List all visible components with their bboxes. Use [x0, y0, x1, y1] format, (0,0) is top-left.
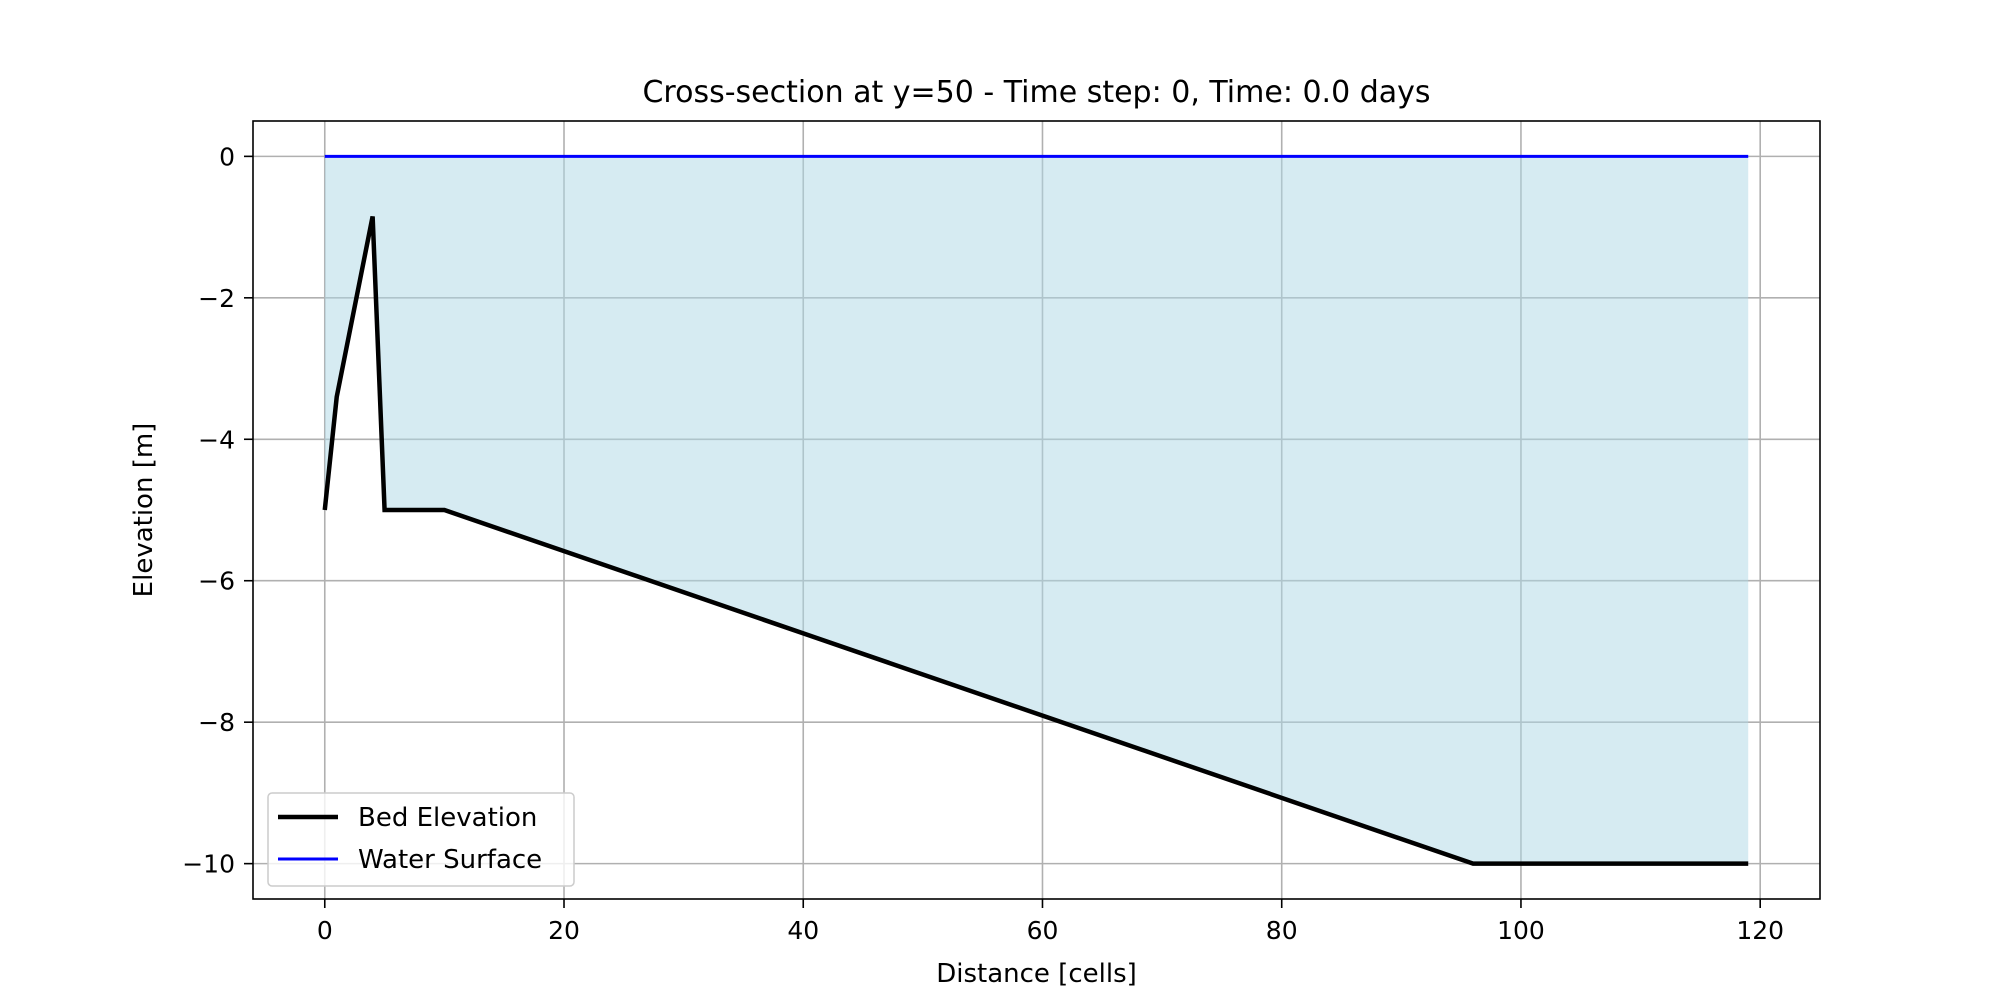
series-layer: [322, 154, 1749, 866]
legend-label-bed-elevation: Bed Elevation: [358, 803, 537, 833]
chart-title: Cross-section at y=50 - Time step: 0, Ti…: [642, 75, 1430, 110]
x-tick-label: 40: [787, 916, 819, 945]
bed-elevation-line: [322, 216, 1749, 866]
legend-label-water-surface: Water Surface: [358, 845, 542, 875]
y-tick-label: −6: [198, 567, 235, 596]
y-axis-ticks: 0 −2 −4 −6 −8 −10: [182, 142, 253, 879]
y-tick-label: −10: [182, 850, 235, 879]
y-axis-label: Elevation [m]: [129, 423, 159, 598]
x-tick-label: 100: [1497, 916, 1545, 945]
y-tick-label: −8: [198, 708, 235, 737]
y-tick-label: 0: [219, 142, 235, 171]
x-axis-label: Distance [cells]: [936, 959, 1137, 989]
legend: Bed Elevation Water Surface: [267, 792, 575, 887]
plot-frame: [252, 120, 1821, 900]
x-axis-ticks: 0 20 40 60 80 100 120: [317, 899, 1784, 945]
water-fill-layer: [324, 156, 1749, 864]
y-tick-label: −2: [198, 284, 235, 313]
x-tick-label: 80: [1266, 916, 1298, 945]
y-tick-label: −4: [198, 425, 235, 454]
x-tick-label: 0: [317, 916, 333, 945]
x-tick-label: 60: [1027, 916, 1059, 945]
water-fill: [324, 156, 1749, 864]
legend-box: [267, 792, 575, 887]
x-tick-label: 120: [1736, 916, 1784, 945]
x-tick-label: 20: [548, 916, 580, 945]
